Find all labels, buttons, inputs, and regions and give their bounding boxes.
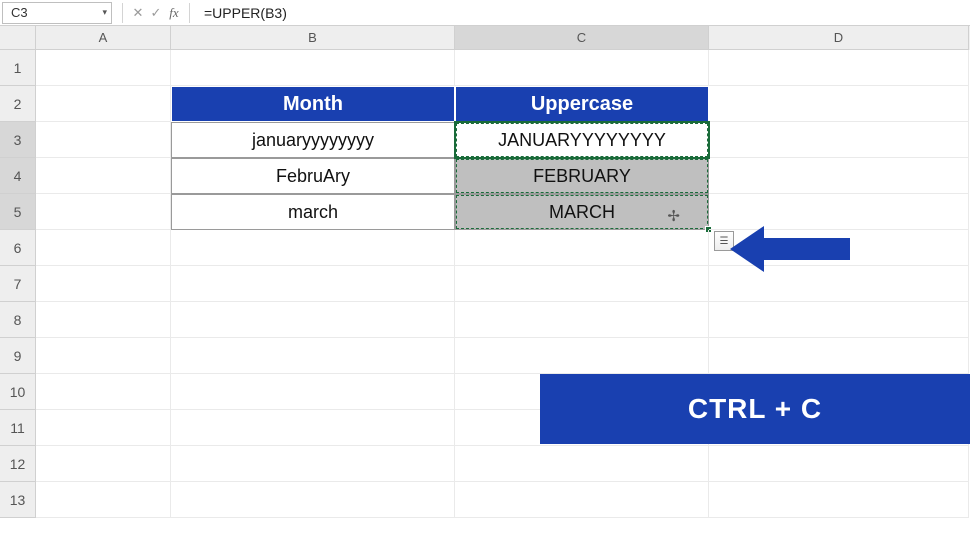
cell[interactable] [171,302,455,338]
cell[interactable] [36,50,171,86]
cell[interactable] [171,374,455,410]
row: 8 [0,302,970,338]
cell[interactable] [171,410,455,446]
cell[interactable] [36,338,171,374]
cell[interactable] [709,122,969,158]
cell[interactable] [709,230,969,266]
row: 3 januaryyyyyyyy JANUARYYYYYYYY [0,122,970,158]
cell[interactable] [709,302,969,338]
cell[interactable] [36,230,171,266]
cell[interactable] [455,482,709,518]
row-header[interactable]: 7 [0,266,36,302]
row: 1 [0,50,970,86]
column-headers: A B C D [0,26,970,50]
cell[interactable] [171,50,455,86]
table-header-uppercase[interactable]: Uppercase [455,86,709,122]
row-header[interactable]: 5 [0,194,36,230]
row-header[interactable]: 8 [0,302,36,338]
row-header[interactable]: 6 [0,230,36,266]
col-header-a[interactable]: A [36,26,171,50]
cell-c4-value: FEBRUARY [533,166,631,187]
row: 2 Month Uppercase [0,86,970,122]
row: 13 [0,482,970,518]
row: 12 [0,446,970,482]
cell[interactable] [36,410,171,446]
cell[interactable] [36,482,171,518]
row-header[interactable]: 9 [0,338,36,374]
cell[interactable] [455,446,709,482]
cell-b4[interactable]: FebruAry [171,158,455,194]
cell[interactable] [455,50,709,86]
cell-c3-value: JANUARYYYYYYYY [498,130,666,151]
rows: 1 2 Month Uppercase 3 januaryyyyyyyy JAN… [0,50,970,518]
cell[interactable] [709,446,969,482]
cell[interactable] [709,266,969,302]
cell[interactable] [709,86,969,122]
cell-c5[interactable]: MARCH ✢ ☰ [455,194,709,230]
cell[interactable] [171,446,455,482]
cell[interactable] [455,230,709,266]
select-all-corner[interactable] [0,26,36,50]
row: 5 march MARCH ✢ ☰ [0,194,970,230]
shortcut-banner: CTRL + C [540,374,970,444]
row-header[interactable]: 1 [0,50,36,86]
cell-c3[interactable]: JANUARYYYYYYYY [455,122,709,158]
cell[interactable] [36,266,171,302]
col-header-d[interactable]: D [709,26,969,50]
row-header[interactable]: 12 [0,446,36,482]
row: 7 [0,266,970,302]
cell[interactable] [709,158,969,194]
confirm-icon[interactable]: ✓ [147,4,165,22]
row-header[interactable]: 10 [0,374,36,410]
row-header[interactable]: 3 [0,122,36,158]
cell[interactable] [709,482,969,518]
formula-input[interactable]: =UPPER(B3) [204,5,287,21]
cell[interactable] [171,338,455,374]
cell-c5-value: MARCH [549,202,615,223]
separator [122,3,123,23]
cell[interactable] [171,482,455,518]
row: 6 [0,230,970,266]
cell[interactable] [36,194,171,230]
cell[interactable] [455,302,709,338]
name-box-value: C3 [11,5,28,20]
col-header-b[interactable]: B [171,26,455,50]
name-box[interactable]: C3 ▾ [2,2,112,24]
cell[interactable] [709,338,969,374]
cursor-icon: ✢ [667,207,680,225]
row-header[interactable]: 11 [0,410,36,446]
row: 4 FebruAry FEBRUARY [0,158,970,194]
cell[interactable] [36,122,171,158]
fx-icon[interactable]: fx [165,4,183,22]
cell[interactable] [36,158,171,194]
cell[interactable] [455,266,709,302]
cell[interactable] [36,302,171,338]
cell[interactable] [171,230,455,266]
row: 9 [0,338,970,374]
cell[interactable] [171,266,455,302]
cell-c4[interactable]: FEBRUARY [455,158,709,194]
cell-b5[interactable]: march [171,194,455,230]
cancel-icon[interactable]: ✕ [129,4,147,22]
row-header[interactable]: 13 [0,482,36,518]
formula-bar: C3 ▾ ✕ ✓ fx =UPPER(B3) [0,0,970,26]
cell[interactable] [36,374,171,410]
cell[interactable] [36,86,171,122]
spreadsheet-grid: A B C D 1 2 Month Uppercase 3 januaryyyy… [0,26,970,518]
col-header-c[interactable]: C [455,26,709,50]
row-header[interactable]: 2 [0,86,36,122]
row-header[interactable]: 4 [0,158,36,194]
cell[interactable] [709,194,969,230]
cell-b3[interactable]: januaryyyyyyyy [171,122,455,158]
cell[interactable] [36,446,171,482]
cell[interactable] [709,50,969,86]
cell[interactable] [455,338,709,374]
separator [189,3,190,23]
table-header-month[interactable]: Month [171,86,455,122]
name-box-dropdown-icon[interactable]: ▾ [102,7,107,18]
